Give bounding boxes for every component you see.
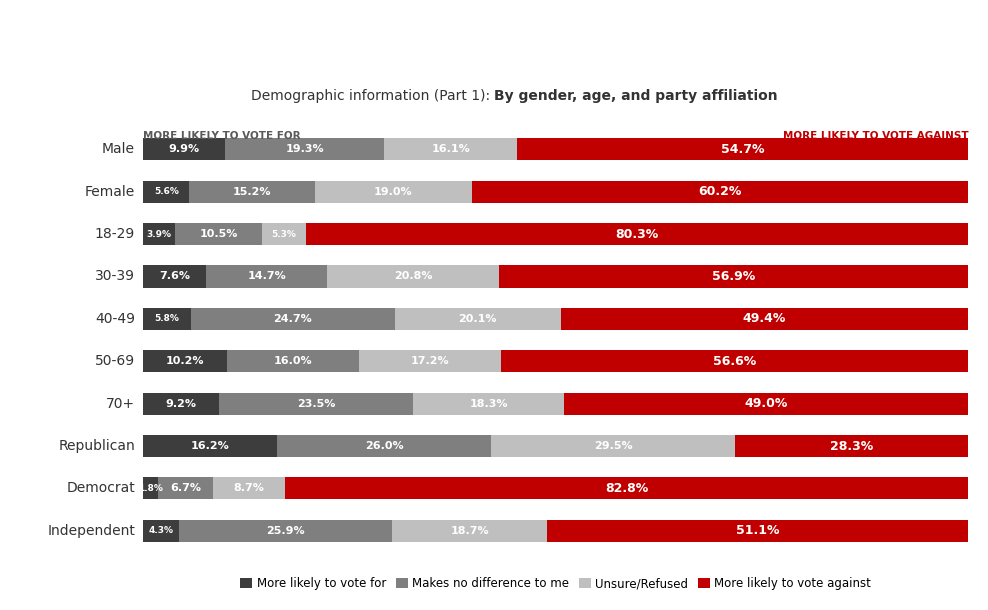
Bar [191,308,395,330]
Text: 50-69: 50-69 [95,354,135,368]
Text: 4.3%: 4.3% [148,526,174,536]
Bar [143,350,227,372]
Text: 14.7%: 14.7% [247,271,286,281]
Text: 8.7%: 8.7% [234,484,265,493]
Bar [176,223,262,245]
Bar [564,393,968,415]
Bar [277,435,491,457]
Text: 16.1%: 16.1% [431,145,470,154]
Text: 80.3%: 80.3% [616,228,659,240]
Text: 16.0%: 16.0% [274,356,313,366]
Text: 60.2%: 60.2% [699,185,742,198]
Bar [546,520,968,542]
Text: 56.9%: 56.9% [712,270,755,283]
Bar [395,308,561,330]
Bar [227,350,360,372]
Bar [517,138,968,160]
Text: 29.5%: 29.5% [594,441,632,451]
Text: 3.9%: 3.9% [147,229,172,239]
Text: 20.8%: 20.8% [394,271,433,281]
Text: 6.7%: 6.7% [170,484,202,493]
Text: 9.9%: 9.9% [169,145,200,154]
Text: 54.7%: 54.7% [721,143,765,156]
Text: Republican: Republican [58,439,135,453]
Bar [190,181,315,203]
Bar [413,393,564,415]
Bar [219,393,413,415]
Text: 19.0%: 19.0% [373,187,413,196]
Bar [491,435,735,457]
Text: 30-39: 30-39 [95,270,135,284]
Bar [499,265,968,287]
Bar [225,138,384,160]
Text: Independent: Independent [47,524,135,538]
Bar [143,435,277,457]
Text: 26.0%: 26.0% [365,441,403,451]
Bar [158,478,213,500]
Text: 18-29: 18-29 [95,227,135,241]
Text: CANDIDATES SPEAKING AGAINST MUSLIMS: CANDIDATES SPEAKING AGAINST MUSLIMS [259,21,729,40]
Text: 49.4%: 49.4% [743,312,786,325]
Bar [305,223,968,245]
Bar [143,223,176,245]
Text: 1.8%: 1.8% [138,484,163,493]
Text: 5.8%: 5.8% [155,314,180,323]
Bar [143,308,191,330]
Text: 24.7%: 24.7% [274,314,312,324]
Text: Female: Female [85,185,135,199]
Text: MORE LIKELY TO VOTE AGAINST: MORE LIKELY TO VOTE AGAINST [782,131,968,141]
Bar [360,350,501,372]
Text: By gender, age, and party affiliation: By gender, age, and party affiliation [494,90,778,103]
Text: 51.1%: 51.1% [736,525,780,537]
Text: Demographic information (Part 1):: Demographic information (Part 1): [251,90,494,103]
Bar [143,138,225,160]
Bar [561,308,968,330]
Text: 28.3%: 28.3% [830,440,873,453]
Text: 19.3%: 19.3% [286,145,324,154]
Text: 56.6%: 56.6% [713,355,757,368]
Text: 18.3%: 18.3% [469,399,508,409]
Text: 17.2%: 17.2% [411,356,450,366]
Bar [179,520,392,542]
Bar [213,478,286,500]
Text: 5.3%: 5.3% [272,229,296,239]
Bar [735,435,968,457]
Text: 82.8%: 82.8% [605,482,648,495]
Bar [392,520,546,542]
Text: 49.0%: 49.0% [744,397,787,410]
Bar [327,265,499,287]
Bar [501,350,968,372]
Bar [143,520,179,542]
Text: 7.6%: 7.6% [159,271,190,281]
Bar [206,265,327,287]
Legend: More likely to vote for, Makes no difference to me, Unsure/Refused, More likely : More likely to vote for, Makes no differ… [236,572,875,595]
Text: Male: Male [102,142,135,156]
Bar [262,223,305,245]
Text: 10.2%: 10.2% [166,356,205,366]
Text: 9.2%: 9.2% [166,399,197,409]
Text: 15.2%: 15.2% [233,187,272,196]
Text: MORE LIKELY TO VOTE FOR: MORE LIKELY TO VOTE FOR [143,131,301,141]
Text: 25.9%: 25.9% [266,526,305,536]
Bar [143,265,206,287]
Bar [143,393,219,415]
Bar [143,478,158,500]
Text: 5.6%: 5.6% [154,187,179,196]
Text: 16.2%: 16.2% [191,441,229,451]
Bar [286,478,968,500]
Text: 18.7%: 18.7% [451,526,489,536]
Bar [315,181,471,203]
Bar [384,138,517,160]
Text: 40-49: 40-49 [95,312,135,326]
Text: 70+: 70+ [106,396,135,411]
Text: Democrat: Democrat [66,481,135,495]
Text: 10.5%: 10.5% [200,229,238,239]
Bar [143,181,190,203]
Text: 23.5%: 23.5% [297,399,335,409]
Text: 20.1%: 20.1% [458,314,497,324]
Bar [471,181,968,203]
